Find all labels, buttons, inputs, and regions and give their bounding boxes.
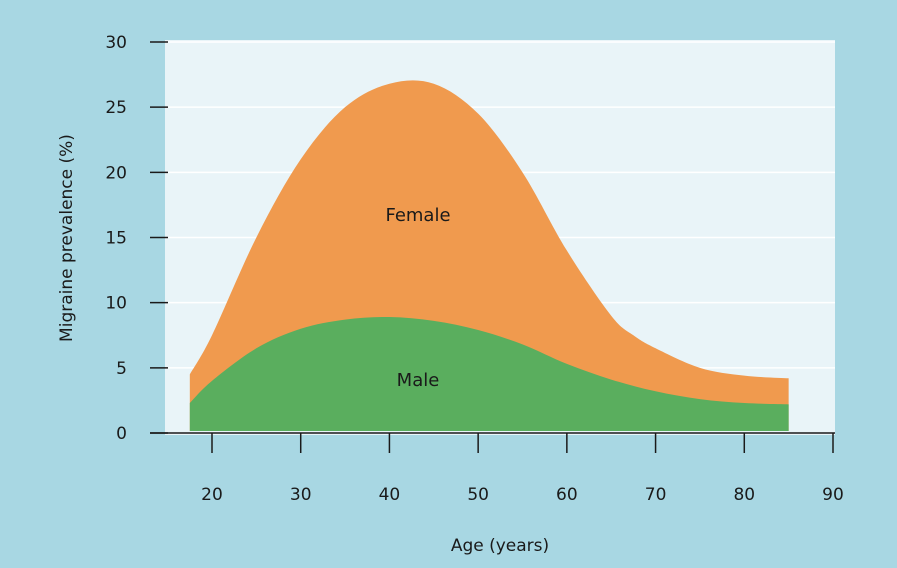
x-tick-label-40: 40 [379, 485, 401, 505]
x-tick-label-90: 90 [822, 485, 844, 505]
y-tick-label-25: 25 [105, 98, 127, 118]
x-axis-ticks: 20 30 40 50 60 70 80 90 [201, 433, 844, 505]
y-tick-label-5: 5 [116, 359, 127, 379]
y-tick-label-0: 0 [116, 424, 127, 444]
y-tick-label-30: 30 [105, 33, 127, 53]
series-label-female: Female [385, 205, 450, 226]
series-areas [189, 80, 789, 432]
x-tick-label-80: 80 [733, 485, 755, 505]
x-tick-label-60: 60 [556, 485, 578, 505]
y-tick-label-10: 10 [105, 294, 127, 314]
y-tick-label-20: 20 [105, 163, 127, 183]
x-tick-label-20: 20 [201, 485, 223, 505]
y-tick-label-15: 15 [105, 229, 127, 249]
x-tick-label-50: 50 [467, 485, 489, 505]
x-tick-label-30: 30 [290, 485, 312, 505]
y-axis-title: Migraine prevalence (%) [57, 134, 77, 342]
series-label-male: Male [397, 370, 440, 391]
x-axis-title: Age (years) [451, 536, 549, 556]
y-axis-ticks: 0 5 10 15 20 25 30 [105, 33, 168, 444]
x-tick-label-70: 70 [645, 485, 667, 505]
area-male [189, 316, 789, 432]
